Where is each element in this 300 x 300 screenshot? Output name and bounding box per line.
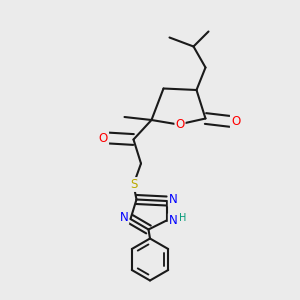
Text: O: O [231, 115, 240, 128]
Text: N: N [169, 214, 178, 227]
Text: O: O [99, 131, 108, 145]
Text: S: S [130, 178, 137, 191]
Text: H: H [179, 213, 187, 223]
Text: N: N [119, 211, 128, 224]
Text: O: O [176, 118, 184, 131]
Text: N: N [169, 193, 178, 206]
